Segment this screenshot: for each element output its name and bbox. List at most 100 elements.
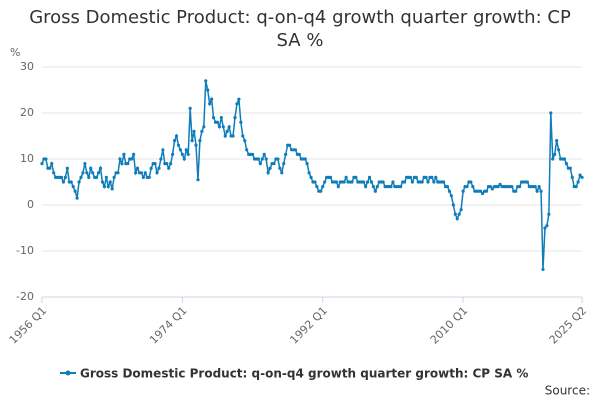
data-point — [194, 143, 198, 147]
data-point — [562, 157, 567, 161]
data-point — [313, 180, 317, 184]
y-tick-label: -10 — [16, 244, 34, 257]
data-point — [354, 175, 358, 179]
data-point — [83, 162, 87, 166]
data-point — [204, 79, 208, 83]
data-point — [100, 180, 105, 184]
data-point — [287, 143, 292, 147]
data-point — [260, 157, 264, 161]
data-point — [447, 189, 452, 193]
data-point — [219, 116, 223, 120]
data-point — [568, 166, 572, 170]
data-point — [514, 189, 518, 193]
data-point — [141, 175, 145, 179]
data-point — [108, 180, 112, 184]
data-point — [278, 166, 282, 170]
data-point — [245, 148, 249, 152]
data-point — [293, 148, 298, 152]
data-point — [239, 120, 243, 124]
y-axis-label: % — [10, 46, 20, 59]
data-point — [202, 125, 206, 129]
data-point — [106, 185, 110, 189]
data-point — [215, 120, 220, 124]
x-tick-label: 1974 Q1 — [147, 304, 190, 347]
data-point — [75, 196, 79, 200]
data-point — [221, 125, 225, 129]
data-point — [225, 129, 229, 133]
data-point — [549, 111, 553, 115]
data-point — [533, 185, 537, 189]
data-point — [52, 171, 56, 175]
data-point — [118, 157, 122, 161]
data-point — [420, 180, 424, 184]
data-point — [321, 185, 325, 189]
data-point — [434, 175, 438, 179]
data-point — [402, 180, 407, 184]
data-point — [161, 148, 165, 152]
data-point — [490, 187, 494, 191]
data-point — [81, 171, 85, 175]
data-point — [334, 180, 338, 184]
data-point — [518, 185, 522, 189]
data-point — [104, 175, 108, 179]
data-point — [389, 185, 393, 189]
data-point — [537, 185, 541, 189]
data-point — [206, 88, 210, 92]
data-point — [73, 189, 77, 193]
x-tick-label: 2010 Q1 — [428, 304, 471, 347]
y-tick-label: 10 — [20, 152, 34, 165]
data-point — [328, 175, 333, 179]
data-point — [227, 125, 231, 129]
data-point — [551, 157, 555, 161]
data-point — [112, 175, 116, 179]
data-point — [297, 152, 301, 156]
data-point — [210, 97, 214, 101]
legend-marker — [65, 370, 71, 376]
data-point — [580, 175, 584, 179]
data-point — [479, 189, 483, 193]
data-point — [264, 157, 268, 161]
data-point — [122, 152, 126, 156]
legend-label: Gross Domestic Product: q-on-q4 growth q… — [80, 367, 528, 381]
data-point — [44, 157, 48, 161]
data-point — [77, 180, 81, 184]
data-point — [364, 185, 368, 189]
data-point — [96, 171, 101, 175]
data-point — [63, 175, 67, 179]
data-point — [545, 224, 549, 228]
data-point — [453, 212, 457, 216]
data-point — [59, 175, 64, 179]
data-point — [178, 148, 183, 152]
data-point — [305, 162, 309, 166]
data-point — [198, 139, 202, 143]
x-tick-label: 1992 Q1 — [287, 304, 330, 347]
data-point — [65, 166, 69, 170]
data-point — [461, 189, 465, 193]
data-point — [336, 185, 340, 189]
data-point — [441, 180, 446, 184]
data-point — [307, 171, 311, 175]
data-point — [120, 162, 124, 166]
y-tick-label: 0 — [27, 198, 34, 211]
data-point — [459, 208, 463, 212]
data-point — [143, 171, 147, 175]
data-point — [553, 152, 557, 156]
data-point — [174, 134, 179, 138]
data-point — [268, 166, 272, 170]
data-point — [126, 162, 130, 166]
data-point — [578, 173, 582, 177]
data-point — [167, 166, 171, 170]
data-point — [276, 157, 280, 161]
data-point — [133, 171, 138, 175]
data-point — [375, 185, 379, 189]
data-point — [480, 191, 485, 196]
data-point — [342, 180, 346, 184]
data-point — [455, 217, 459, 221]
data-point — [155, 171, 159, 175]
data-point — [180, 152, 184, 156]
data-point — [564, 162, 569, 166]
data-point — [303, 157, 307, 161]
data-point — [130, 157, 134, 161]
data-point — [69, 180, 73, 184]
